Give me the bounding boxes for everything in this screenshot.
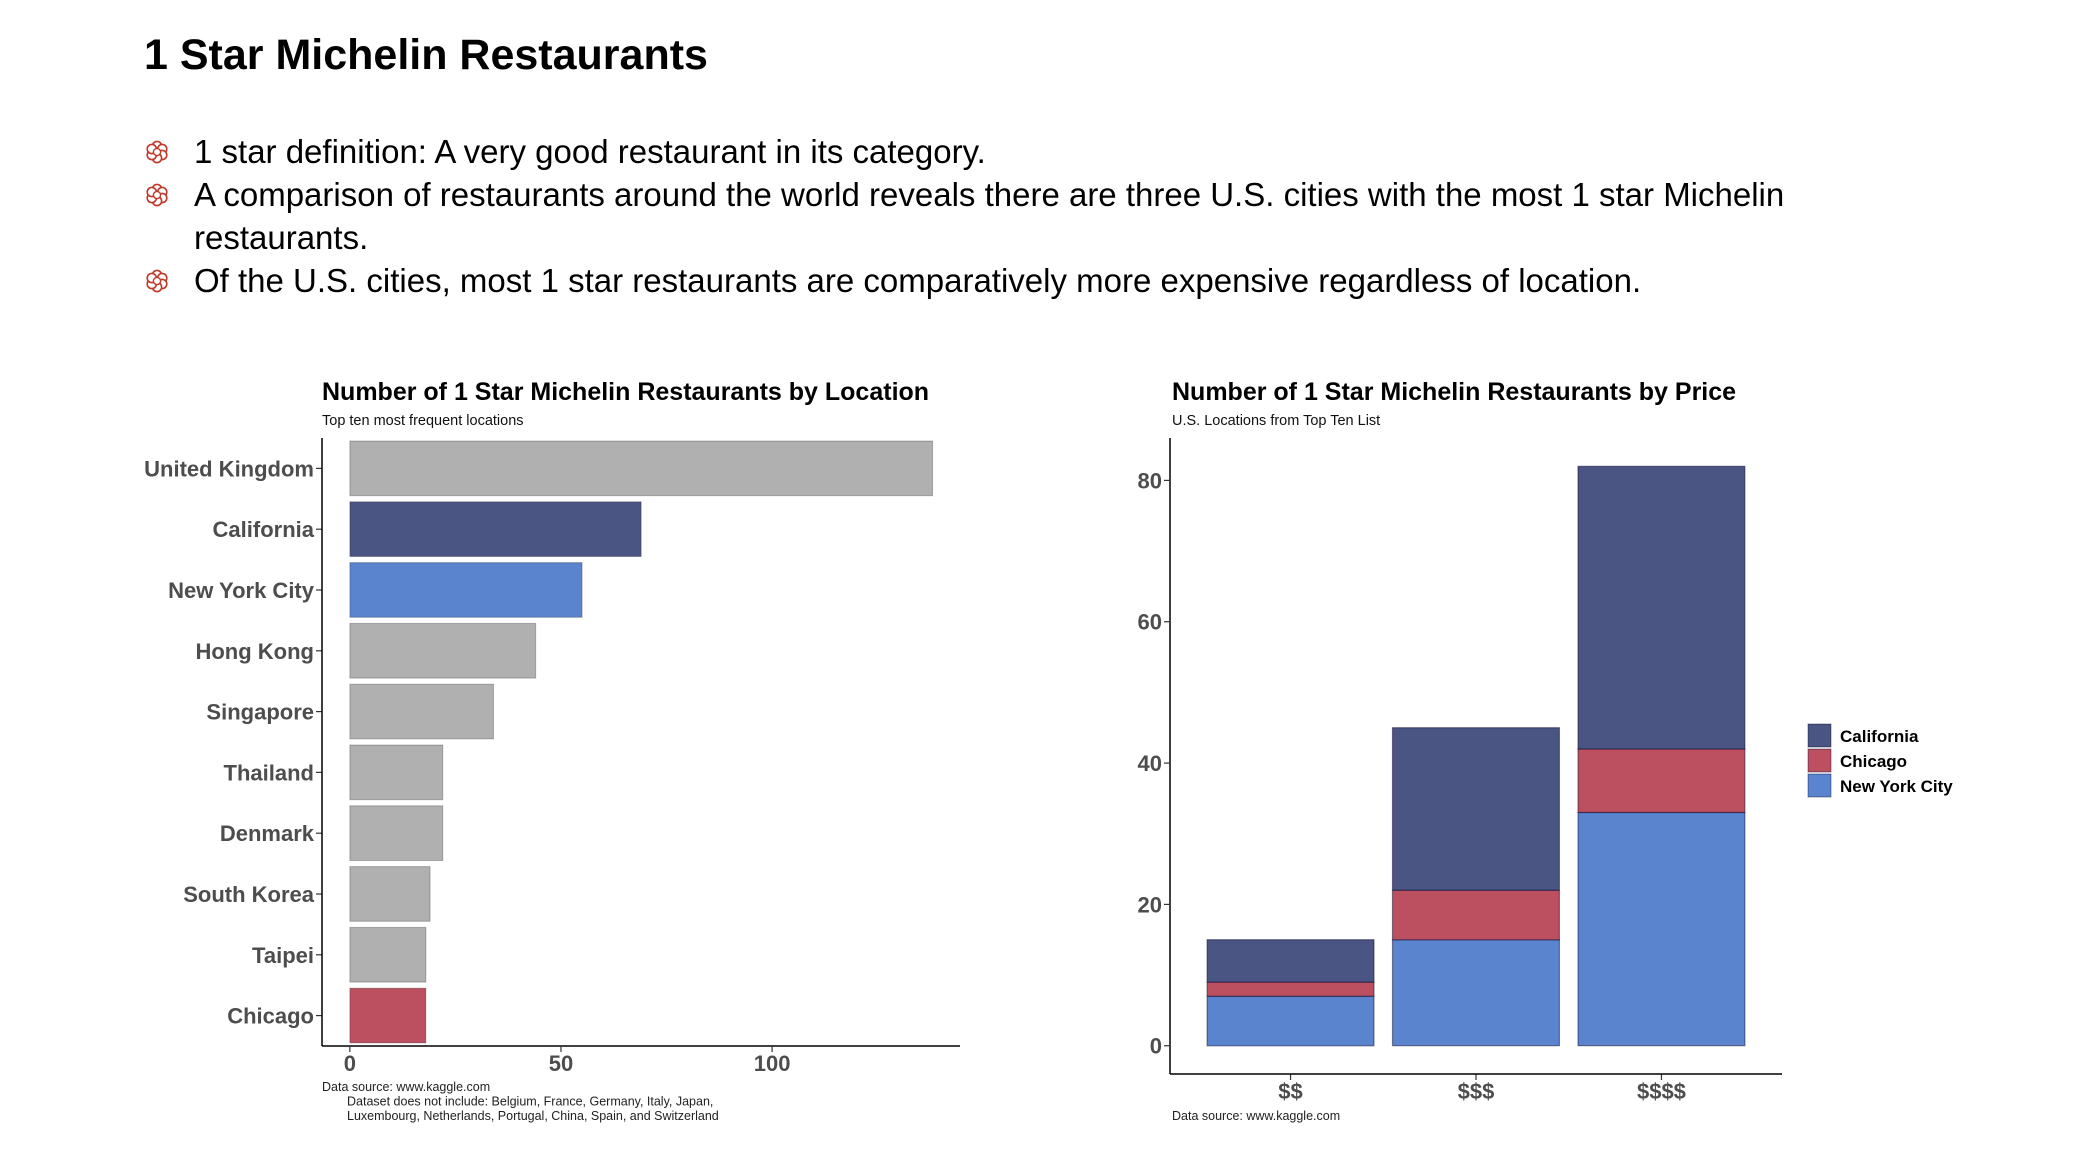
chart-note: Data source: www.kaggle.com: [322, 1080, 490, 1094]
chart-subtitle: Top ten most frequent locations: [322, 413, 524, 429]
x-tick-label: 0: [344, 1051, 356, 1076]
legend-swatch: [1807, 748, 1832, 773]
michelin-star-icon: [146, 269, 168, 293]
y-tick-label: 20: [1138, 892, 1162, 917]
bar-segment: [1206, 995, 1375, 1047]
y-tick-label: 40: [1138, 751, 1162, 776]
bullet-item: 1 star definition: A very good restauran…: [144, 130, 1944, 173]
bar-segment: [1206, 939, 1375, 983]
bar-segment: [1577, 465, 1746, 750]
y-tick-label: Hong Kong: [195, 639, 314, 664]
bar: [349, 562, 583, 618]
y-tick-label: California: [213, 517, 315, 542]
y-tick-label: United Kingdom: [144, 456, 314, 481]
legend-label: Chicago: [1840, 752, 1907, 771]
y-tick-label: 0: [1150, 1034, 1162, 1059]
bullet-item: A comparison of restaurants around the w…: [144, 173, 1944, 259]
y-tick-label: Thailand: [224, 760, 314, 785]
y-tick-label: Chicago: [227, 1004, 314, 1029]
bar: [349, 440, 934, 497]
y-tick-label: 60: [1138, 610, 1162, 635]
chart-title: Number of 1 Star Michelin Restaurants by…: [1172, 378, 1736, 406]
slide-title: 1 Star Michelin Restaurants: [144, 31, 708, 79]
y-tick-label: Singapore: [206, 700, 314, 725]
bullet-text: Of the U.S. cities, most 1 star restaura…: [194, 262, 1642, 299]
chart-subtitle: U.S. Locations from Top Ten List: [1172, 413, 1380, 429]
bar: [349, 501, 642, 557]
bullet-text: A comparison of restaurants around the w…: [194, 176, 1785, 256]
michelin-star-icon: [146, 140, 168, 164]
bullet-list: 1 star definition: A very good restauran…: [144, 130, 1944, 302]
bar: [349, 622, 537, 679]
bar: [349, 866, 431, 922]
michelin-star-icon: [146, 183, 168, 207]
bar: [349, 926, 427, 983]
x-tick-label: $$$: [1458, 1079, 1495, 1104]
bar-segment: [1391, 727, 1560, 891]
bar: [349, 987, 427, 1044]
bar: [349, 744, 444, 801]
chart-note: Dataset does not include: Belgium, Franc…: [347, 1095, 713, 1109]
y-tick-label: New York City: [168, 578, 315, 603]
legend-swatch: [1807, 773, 1832, 798]
legend-swatch: [1807, 723, 1832, 748]
y-tick-label: South Korea: [183, 882, 315, 907]
legend-label: California: [1840, 727, 1919, 746]
x-tick-label: 100: [754, 1051, 791, 1076]
chart-note: Data source: www.kaggle.com: [1172, 1109, 1340, 1123]
bullet-text: 1 star definition: A very good restauran…: [194, 133, 986, 170]
x-tick-label: 50: [549, 1051, 573, 1076]
chart-title: Number of 1 Star Michelin Restaurants by…: [322, 378, 929, 406]
bar-segment: [1391, 939, 1560, 1047]
y-tick-label: Taipei: [252, 943, 314, 968]
bar: [349, 805, 444, 861]
chart-note: Luxembourg, Netherlands, Portugal, China…: [347, 1109, 719, 1123]
bar-segment: [1577, 748, 1746, 814]
bar-segment: [1391, 889, 1560, 941]
bar-segment: [1206, 981, 1375, 997]
y-tick-label: 80: [1138, 468, 1162, 493]
bar-segment: [1577, 811, 1746, 1047]
x-tick-label: $$$$: [1637, 1079, 1686, 1104]
y-tick-label: Denmark: [220, 821, 315, 846]
legend-label: New York City: [1840, 777, 1953, 796]
bar: [349, 683, 494, 740]
x-tick-label: $$: [1278, 1079, 1302, 1104]
bullet-item: Of the U.S. cities, most 1 star restaura…: [144, 259, 1944, 302]
